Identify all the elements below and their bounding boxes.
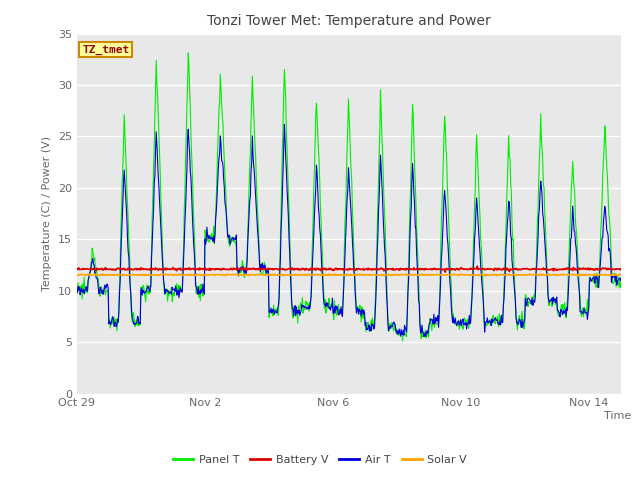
Title: Tonzi Tower Met: Temperature and Power: Tonzi Tower Met: Temperature and Power <box>207 14 491 28</box>
Legend: Panel T, Battery V, Air T, Solar V: Panel T, Battery V, Air T, Solar V <box>169 451 471 469</box>
Y-axis label: Temperature (C) / Power (V): Temperature (C) / Power (V) <box>42 136 52 291</box>
X-axis label: Time: Time <box>604 411 632 421</box>
Text: TZ_tmet: TZ_tmet <box>82 44 129 55</box>
